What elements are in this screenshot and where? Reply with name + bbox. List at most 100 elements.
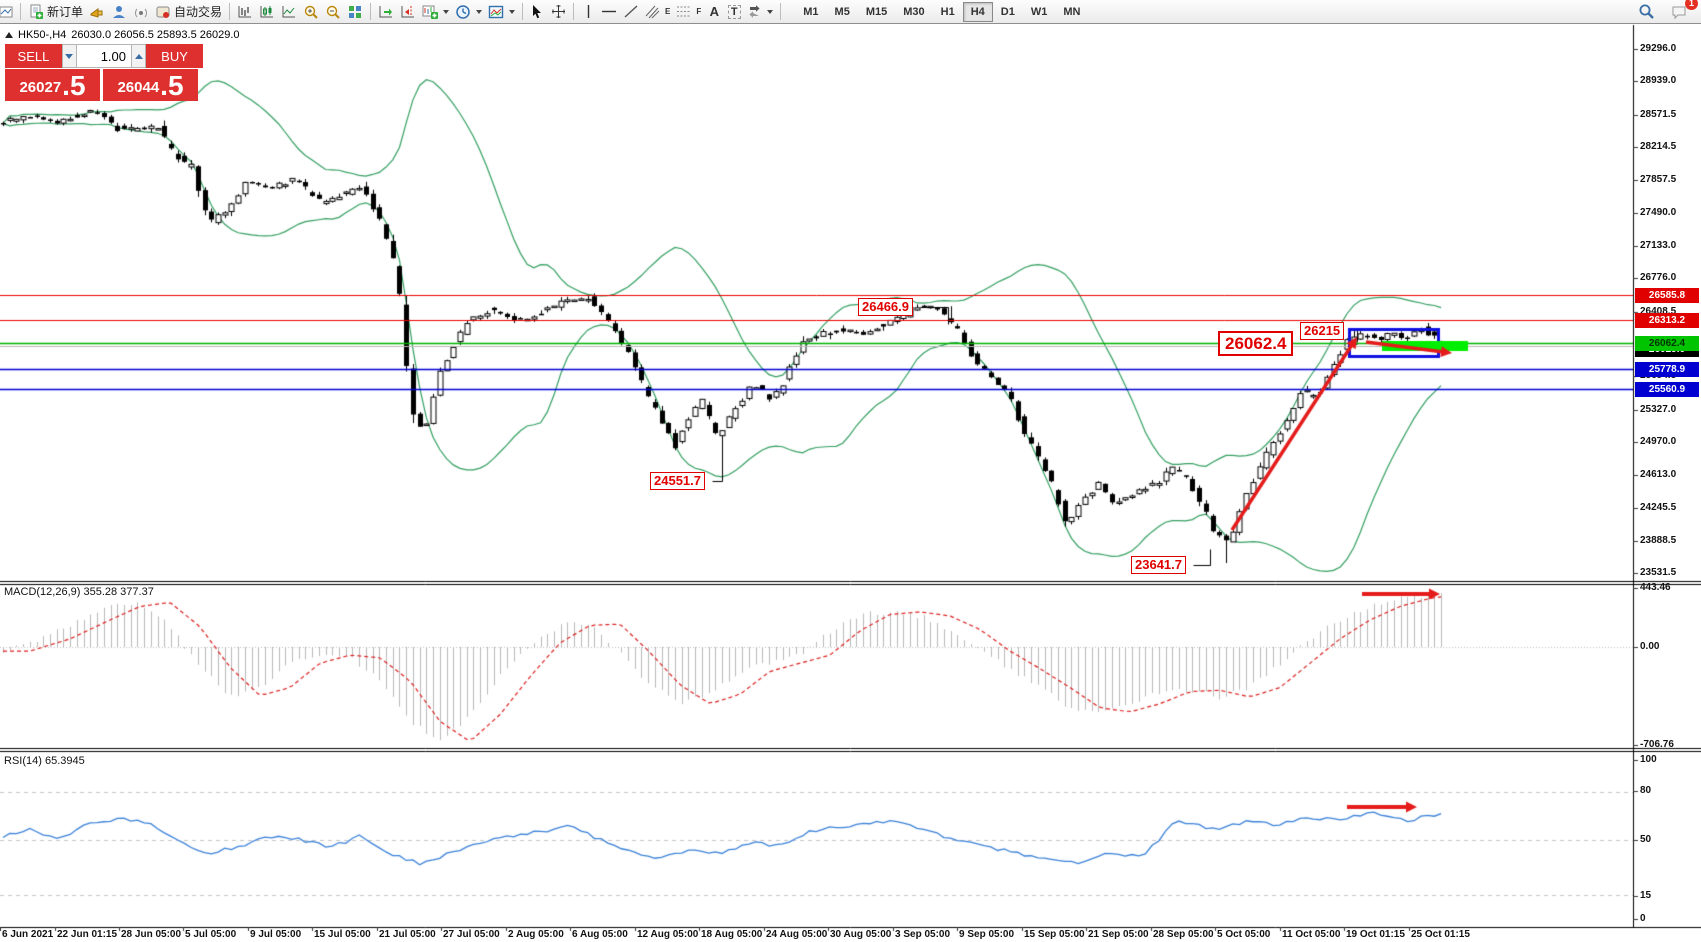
horn-icon xyxy=(90,7,103,18)
text-label-button[interactable]: T xyxy=(724,2,744,22)
cursor-button[interactable] xyxy=(527,2,548,22)
collapse-trade-panel-icon[interactable] xyxy=(5,32,13,38)
timeframe-H4[interactable]: H4 xyxy=(962,1,993,22)
rsi-scale-label: 0 xyxy=(1640,913,1646,924)
separator xyxy=(370,3,372,20)
rsi-label: RSI(14) 65.3945 xyxy=(4,755,85,767)
time-axis-label: 9 Jul 05:00 xyxy=(250,929,302,940)
buy-price[interactable]: 26044 .5 xyxy=(103,69,198,101)
arrows-button[interactable] xyxy=(744,2,776,22)
buy-price-main: 26044 xyxy=(117,79,160,96)
time-axis-label: 28 Jun 05:00 xyxy=(121,929,182,940)
price-tick-label: 27133.0 xyxy=(1640,240,1677,251)
timeframe-M5[interactable]: M5 xyxy=(827,2,858,22)
rsi-scale-label: 50 xyxy=(1640,834,1652,845)
fibonacci-button[interactable]: F xyxy=(673,2,704,22)
price-annotation[interactable]: 26466.9 xyxy=(858,298,913,316)
signals-button[interactable] xyxy=(130,2,152,22)
volume-input[interactable] xyxy=(77,44,131,68)
candlestick-chart-button[interactable] xyxy=(256,2,278,22)
autotrade-button[interactable]: 自动交易 xyxy=(152,2,225,22)
cursor-icon xyxy=(533,5,542,19)
time-axis-label: 6 Aug 05:00 xyxy=(572,929,628,940)
tile-windows-button[interactable] xyxy=(344,2,366,22)
chat-button[interactable]: 1 xyxy=(1668,0,1698,22)
time-axis-label: 9 Sep 05:00 xyxy=(959,929,1015,940)
time-axis-label: 18 Aug 05:00 xyxy=(701,929,763,940)
time-axis-label: 2 Aug 05:00 xyxy=(508,929,564,940)
autoscroll-button[interactable] xyxy=(375,2,397,22)
zoom-out-button[interactable] xyxy=(322,2,344,22)
timeframe-M1[interactable]: M1 xyxy=(795,2,826,22)
channel-icon xyxy=(645,5,660,19)
time-axis-label: 3 Sep 05:00 xyxy=(895,929,951,940)
price-highlight-label: 26313.2 xyxy=(1635,312,1699,328)
templates-button[interactable] xyxy=(485,2,518,22)
price-annotation[interactable]: 26062.4 xyxy=(1218,331,1294,356)
arrows-tool-icon xyxy=(749,5,760,18)
time-axis-label: 22 Jun 01:15 xyxy=(57,929,118,940)
periods-button[interactable] xyxy=(452,2,485,22)
price-tick-label: 29296.0 xyxy=(1640,43,1677,54)
timeframe-M30[interactable]: M30 xyxy=(895,2,932,22)
price-annotation[interactable]: 26215 xyxy=(1300,322,1345,340)
timeframe-D1[interactable]: D1 xyxy=(993,2,1023,22)
text-tool-icon: A xyxy=(709,4,719,19)
channel-button[interactable]: E xyxy=(642,2,673,22)
crosshair-button[interactable] xyxy=(548,2,569,22)
price-annotation[interactable]: 23641.7 xyxy=(1131,556,1186,574)
bar-chart-button[interactable] xyxy=(234,2,256,22)
zoom-in-button[interactable] xyxy=(300,2,322,22)
text-label-icon: T xyxy=(727,4,741,19)
price-tick-label: 24970.0 xyxy=(1640,436,1677,447)
bar-chart-icon xyxy=(238,5,252,17)
buy-button[interactable]: BUY xyxy=(146,44,203,68)
line-chart-button[interactable] xyxy=(278,2,300,22)
price-annotation[interactable]: 24551.7 xyxy=(650,472,705,490)
price-alert-button[interactable] xyxy=(86,2,108,22)
new-chart-icon xyxy=(422,5,439,19)
chat-icon xyxy=(1672,6,1686,19)
clipped-chart-icon[interactable] xyxy=(0,2,16,22)
time-axis-label: 11 Oct 05:00 xyxy=(1282,929,1341,940)
text-button[interactable]: A xyxy=(704,2,724,22)
price-tick-label: 25327.0 xyxy=(1640,404,1677,415)
macd-scale-label: -706.76 xyxy=(1640,739,1674,750)
time-axis-label: 15 Sep 05:00 xyxy=(1024,929,1085,940)
sell-price[interactable]: 26027 .5 xyxy=(5,69,100,101)
vertical-line-button[interactable] xyxy=(578,2,598,22)
volume-increase-button[interactable] xyxy=(131,44,147,68)
price-highlight-label: 25560.9 xyxy=(1635,381,1699,397)
time-axis-label: 12 Aug 05:00 xyxy=(637,929,699,940)
new-chart-button[interactable] xyxy=(419,2,452,22)
channel-glyph: E xyxy=(665,7,671,16)
chart-shift-button[interactable] xyxy=(397,2,419,22)
line-chart-icon xyxy=(282,5,296,17)
timeframe-M15[interactable]: M15 xyxy=(858,2,895,22)
search-button[interactable] xyxy=(1635,2,1658,22)
toolbar-right: 1 xyxy=(1635,0,1698,22)
timeframe-W1[interactable]: W1 xyxy=(1023,2,1056,22)
macd-scale-label: 0.00 xyxy=(1640,641,1660,652)
price-tick-label: 27857.5 xyxy=(1640,174,1677,185)
price-tick-label: 28939.0 xyxy=(1640,75,1677,86)
dropdown-caret-icon xyxy=(767,9,774,14)
trendline-button[interactable] xyxy=(620,2,642,22)
macd-label: MACD(12,26,9) 355.28 377.37 xyxy=(4,586,154,598)
timeframe-H1[interactable]: H1 xyxy=(933,2,963,22)
new-order-button[interactable]: 新订单 xyxy=(25,2,86,22)
timeframe-MN[interactable]: MN xyxy=(1055,2,1088,22)
symbol-ohlc: 26030.0 26056.5 25893.5 26029.0 xyxy=(71,29,240,41)
trade-panel-prices: 26027 .5 26044 .5 xyxy=(5,69,203,101)
sell-button[interactable]: SELL xyxy=(5,44,62,68)
volume-decrease-button[interactable] xyxy=(61,44,77,68)
vertical-line-icon xyxy=(587,5,589,18)
horizontal-line-button[interactable] xyxy=(598,2,620,22)
autoscroll-icon xyxy=(379,5,393,17)
community-button[interactable] xyxy=(108,2,130,22)
time-axis-label: 28 Sep 05:00 xyxy=(1153,929,1214,940)
price-tick-label: 28571.5 xyxy=(1640,109,1677,120)
down-arrow-icon xyxy=(65,53,74,59)
clock-icon xyxy=(456,4,470,19)
